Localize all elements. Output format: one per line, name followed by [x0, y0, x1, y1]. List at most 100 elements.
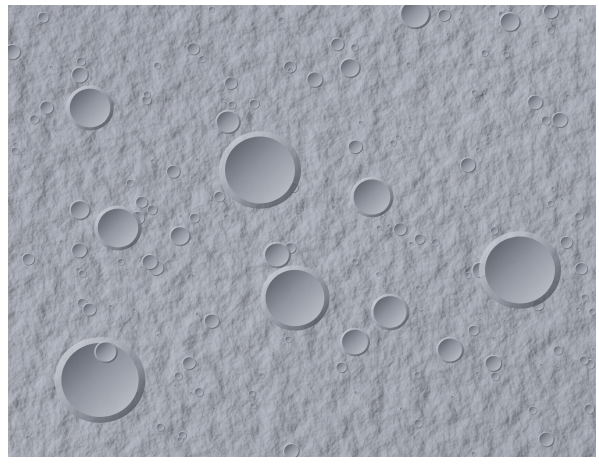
- small-crater: [550, 186, 556, 192]
- small-crater: [464, 272, 472, 279]
- small-crater: [70, 66, 89, 84]
- crater-floor: [265, 243, 289, 267]
- crater-floor: [195, 312, 200, 316]
- crater-floor: [553, 346, 563, 355]
- small-crater: [578, 18, 583, 23]
- small-crater: [23, 148, 28, 152]
- crater-floor: [191, 274, 195, 278]
- crater-floor: [142, 95, 152, 105]
- crater-floor: [378, 382, 382, 385]
- crater-floor: [109, 304, 114, 309]
- small-crater: [150, 158, 156, 164]
- large-crater: [551, 111, 569, 129]
- crater-floor: [415, 285, 422, 291]
- small-crater: [190, 176, 195, 181]
- crater-floor: [216, 447, 220, 450]
- crater-floor: [354, 391, 358, 395]
- crater-floor: [105, 75, 109, 79]
- large-crater: [260, 265, 330, 331]
- small-crater: [10, 147, 20, 156]
- small-crater: [382, 284, 386, 289]
- small-crater: [216, 446, 220, 451]
- crater-floor: [468, 325, 479, 336]
- small-crater: [249, 402, 257, 410]
- crater-floor: [136, 196, 148, 208]
- small-crater: [500, 128, 504, 132]
- small-crater: [502, 50, 510, 58]
- small-crater: [581, 293, 589, 302]
- crater-floor: [220, 98, 226, 103]
- small-crater: [253, 399, 257, 403]
- small-crater: [538, 431, 555, 448]
- small-crater: [140, 73, 144, 77]
- crater-floor: [69, 88, 111, 128]
- crater-floor: [170, 227, 190, 245]
- crater-floor: [253, 399, 257, 402]
- small-crater: [179, 214, 183, 219]
- crater-floor: [584, 404, 595, 414]
- small-crater: [183, 45, 188, 49]
- large-crater: [54, 337, 146, 423]
- small-crater: [463, 205, 469, 210]
- crater-floor: [488, 82, 491, 86]
- crater-floor: [11, 133, 15, 137]
- small-crater: [503, 319, 507, 323]
- crater-floor: [420, 309, 425, 314]
- small-crater: [533, 40, 540, 46]
- small-crater: [420, 309, 425, 314]
- crater-floor: [49, 65, 53, 69]
- crater-floor: [26, 435, 31, 440]
- small-crater: [283, 333, 288, 337]
- small-crater: [446, 32, 451, 37]
- crater-floor: [16, 65, 20, 69]
- small-crater: [186, 42, 201, 56]
- small-crater: [546, 26, 556, 35]
- small-crater: [146, 204, 158, 216]
- large-crater: [435, 336, 465, 364]
- small-crater: [58, 424, 63, 428]
- small-crater: [389, 139, 397, 147]
- crater-floor: [23, 148, 27, 152]
- crater-floor: [70, 201, 90, 219]
- crater-floor: [193, 173, 199, 178]
- crater-floor: [161, 26, 165, 30]
- small-crater: [541, 115, 552, 126]
- crater-floor: [54, 129, 58, 133]
- small-crater: [423, 320, 428, 325]
- large-crater: [262, 241, 292, 269]
- craters: [8, 5, 596, 457]
- crater-floor: [190, 176, 195, 180]
- crater-floor: [475, 147, 481, 152]
- small-crater: [347, 275, 352, 280]
- crater-floor: [61, 343, 139, 417]
- crater-floor: [284, 444, 299, 457]
- small-crater: [367, 319, 371, 323]
- crater-floor: [225, 136, 295, 204]
- photo-frame: [8, 5, 596, 457]
- crater-floor: [543, 5, 559, 19]
- crater-floor: [526, 126, 530, 129]
- large-crater: [350, 176, 394, 218]
- small-crater: [156, 333, 161, 338]
- crater-floor: [560, 236, 573, 249]
- small-crater: [478, 312, 483, 317]
- small-crater: [378, 382, 382, 386]
- small-crater: [153, 62, 162, 70]
- crater-floor: [190, 213, 200, 223]
- large-crater: [339, 327, 371, 357]
- crater-floor: [214, 191, 225, 202]
- small-crater: [406, 61, 413, 68]
- crater-floor: [581, 294, 589, 301]
- small-crater: [296, 212, 301, 217]
- crater-floor: [399, 407, 404, 411]
- crater-floor: [248, 390, 256, 397]
- small-crater: [471, 451, 477, 457]
- small-crater: [414, 371, 422, 379]
- crater-floor: [463, 205, 468, 210]
- small-crater: [492, 336, 497, 341]
- crater-floor: [351, 44, 359, 51]
- crater-floor: [347, 276, 352, 280]
- small-crater: [229, 104, 234, 109]
- crater-floor: [297, 32, 301, 36]
